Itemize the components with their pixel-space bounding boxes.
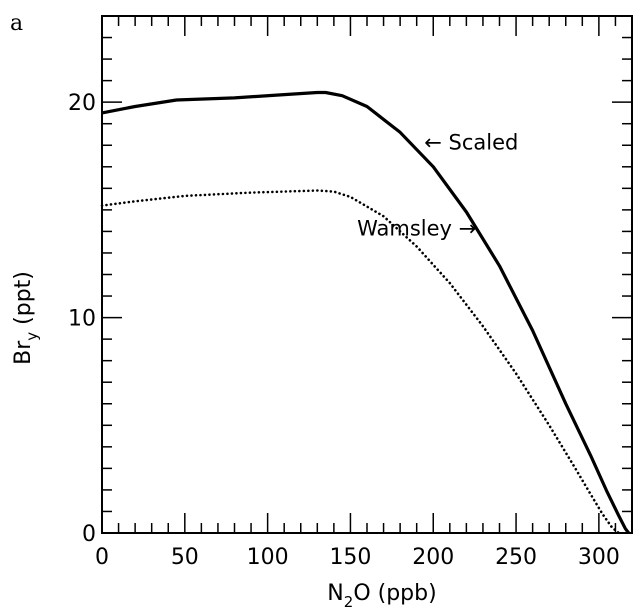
series-annotation-0: ← Scaled — [424, 131, 518, 155]
y-axis-title-sub: y — [23, 332, 41, 341]
series-line-wamsley — [100, 189, 621, 535]
x-tick-label: 250 — [495, 545, 537, 570]
y-tick-label: 10 — [68, 307, 96, 332]
annotations: ← Scaled Wamsley → — [357, 131, 518, 241]
x-axis-title-sub: 2 — [344, 593, 354, 610]
y-axis-title-main: Br — [11, 340, 36, 365]
axis-tick-labels: 0 50 100 150 200 250 300 0 10 20 — [68, 91, 620, 570]
x-axis-title-rest: O (ppb) — [353, 581, 436, 606]
x-tick-label: 0 — [95, 545, 109, 570]
y-axis-title-rest: (ppt) — [11, 271, 36, 332]
series-annotation-1: Wamsley → — [357, 217, 476, 241]
y-tick-label: 20 — [68, 91, 96, 116]
x-tick-label: 200 — [412, 545, 454, 570]
x-axis-title-main: N — [327, 581, 343, 606]
plot-frame — [101, 15, 633, 534]
y-axis-title: Bry (ppt) — [11, 271, 41, 365]
x-axis-title: N2O (ppb) — [327, 581, 436, 610]
y-tick-label: 0 — [82, 522, 96, 547]
axis-ticks — [101, 15, 633, 534]
series-line-scaled — [101, 90, 630, 534]
panel-letter: a — [10, 11, 23, 36]
x-tick-label: 100 — [247, 545, 289, 570]
series-layer — [100, 90, 630, 535]
x-tick-label: 150 — [329, 545, 371, 570]
x-tick-label: 50 — [171, 545, 199, 570]
x-tick-label: 300 — [578, 545, 620, 570]
